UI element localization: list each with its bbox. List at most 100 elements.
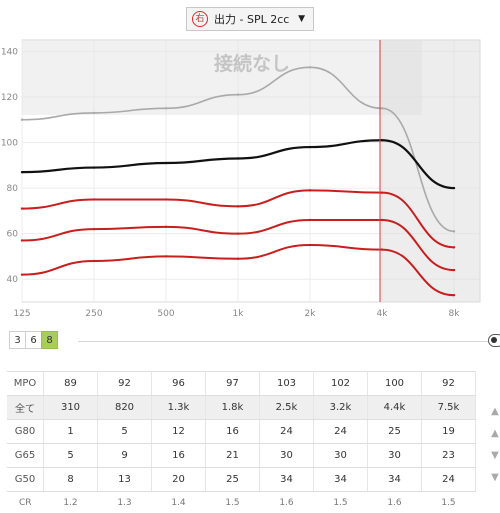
data-point	[453, 187, 455, 189]
table-cell[interactable]: 12	[152, 420, 206, 444]
table-cell[interactable]: 13	[98, 468, 152, 492]
data-point	[21, 239, 23, 241]
table-cell[interactable]: 9	[98, 444, 152, 468]
data-point	[453, 246, 455, 248]
link-toggle[interactable]	[488, 334, 500, 347]
x-tick-label: 125	[13, 309, 30, 319]
data-point	[93, 198, 95, 200]
x-tick-label: 1k	[233, 309, 245, 319]
data-point	[93, 112, 95, 114]
channel-option-6[interactable]: 6	[25, 331, 42, 349]
table-cell[interactable]: 1.3k	[152, 396, 206, 420]
table-cell[interactable]: 16	[152, 444, 206, 468]
table-cell[interactable]: 92	[98, 372, 152, 396]
table-cell[interactable]: 2.5k	[260, 396, 314, 420]
table-cell[interactable]: 25	[206, 468, 260, 492]
data-point	[381, 191, 383, 193]
table-cell[interactable]: 4.4k	[368, 396, 422, 420]
x-tick-label: 500	[157, 309, 174, 319]
data-point	[309, 189, 311, 191]
table-cell[interactable]: 102	[314, 372, 368, 396]
y-tick-label: 80	[7, 184, 19, 194]
row-label: G50	[7, 468, 44, 492]
channel-option-3[interactable]: 3	[9, 331, 26, 349]
table-cell[interactable]: 1	[44, 420, 98, 444]
data-point	[165, 226, 167, 228]
table-cell[interactable]: 820	[98, 396, 152, 420]
step-down-large-icon[interactable]: ▼	[488, 468, 500, 486]
row-label: G80	[7, 420, 44, 444]
table-cell[interactable]: 25	[368, 420, 422, 444]
table-cell[interactable]: 24	[260, 420, 314, 444]
table-cell[interactable]: 310	[44, 396, 98, 420]
data-point	[21, 207, 23, 209]
table-cell[interactable]: 30	[368, 444, 422, 468]
table-cell[interactable]: 8	[44, 468, 98, 492]
data-point	[21, 273, 23, 275]
table-cell: 1.4	[152, 492, 206, 513]
channel-option-8[interactable]: 8	[41, 331, 58, 349]
table-cell[interactable]: 20	[152, 468, 206, 492]
table-cell[interactable]: 23	[422, 444, 476, 468]
table-cell[interactable]: 7.5k	[422, 396, 476, 420]
data-point	[381, 219, 383, 221]
table-cell[interactable]: 5	[44, 444, 98, 468]
data-point	[237, 93, 239, 95]
x-tick-label: 250	[85, 309, 102, 319]
step-up-icon[interactable]: ▲	[488, 424, 500, 442]
data-point	[453, 269, 455, 271]
step-down-icon[interactable]: ▼	[488, 446, 500, 464]
table-cell[interactable]: 100	[368, 372, 422, 396]
high-frequency-shade	[380, 40, 480, 302]
data-point	[165, 198, 167, 200]
table-cell[interactable]: 34	[314, 468, 368, 492]
data-point	[165, 162, 167, 164]
data-point	[381, 248, 383, 250]
table-cell[interactable]: 19	[422, 420, 476, 444]
data-point	[309, 66, 311, 68]
table-cell[interactable]: 5	[98, 420, 152, 444]
table-cell: 1.3	[98, 492, 152, 513]
data-point	[237, 157, 239, 159]
step-up-large-icon[interactable]: ▲	[488, 402, 500, 420]
y-tick-label: 140	[1, 47, 18, 57]
table-cell[interactable]: 16	[206, 420, 260, 444]
row-label: G65	[7, 444, 44, 468]
y-tick-label: 120	[1, 93, 18, 103]
no-connection-label: 接続なし	[214, 52, 290, 75]
data-point	[309, 244, 311, 246]
table-cell[interactable]: 96	[152, 372, 206, 396]
table-cell[interactable]: 21	[206, 444, 260, 468]
table-cell[interactable]: 24	[422, 468, 476, 492]
row-label: MPO	[7, 372, 44, 396]
data-point	[381, 139, 383, 141]
table-cell[interactable]: 1.8k	[206, 396, 260, 420]
table-cell[interactable]: 30	[314, 444, 368, 468]
table-cell[interactable]: 89	[44, 372, 98, 396]
row-label: CR	[7, 492, 44, 513]
table-cell[interactable]: 30	[260, 444, 314, 468]
data-point	[381, 107, 383, 109]
y-tick-label: 40	[7, 275, 19, 285]
table-cell[interactable]: 3.2k	[314, 396, 368, 420]
table-cell[interactable]: 34	[260, 468, 314, 492]
data-point	[21, 171, 23, 173]
table-cell[interactable]: 103	[260, 372, 314, 396]
row-label: 全て	[7, 396, 44, 420]
table-cell[interactable]: 34	[368, 468, 422, 492]
table-cell: 1.6	[368, 492, 422, 513]
y-tick-label: 60	[7, 230, 19, 240]
data-point	[237, 258, 239, 260]
table-cell[interactable]: 97	[206, 372, 260, 396]
table-cell[interactable]: 24	[314, 420, 368, 444]
table-cell[interactable]: 92	[422, 372, 476, 396]
data-point	[309, 219, 311, 221]
